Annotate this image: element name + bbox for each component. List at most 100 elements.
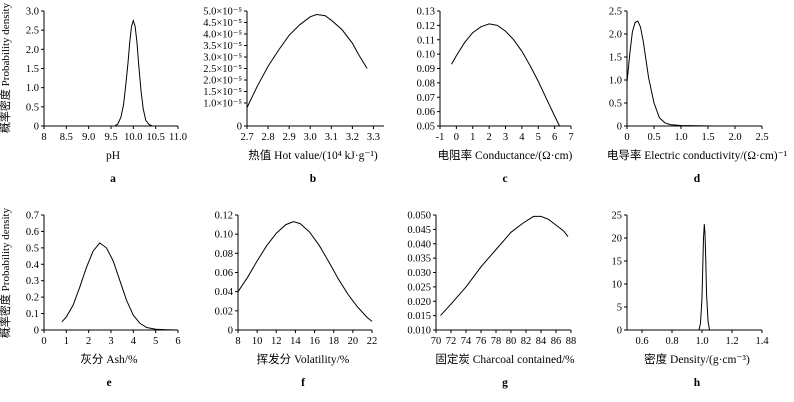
x-axis-label: 电导率 Electric conductivity/(Ω·cm)⁻¹ — [607, 148, 788, 162]
x-tick-label: 8 — [41, 132, 46, 143]
y-tick-label: 0.1 — [26, 309, 39, 320]
y-tick-label: 0 — [617, 122, 622, 133]
x-tick-label: 2.8 — [262, 132, 275, 143]
x-axis-label: pH — [106, 150, 120, 162]
y-tick-label: 0.010 — [407, 326, 431, 337]
x-tick-label: 5 — [153, 336, 158, 347]
y-tick-label: 4.5×10⁻⁵ — [203, 18, 242, 29]
x-tick-label: 1.4 — [755, 336, 769, 347]
chart-panel-b: 2.7 2.8 2.9 3.0 3.1 3.2 3.301.0×10⁻⁵1.5×10⁻⁵2.… — [203, 7, 384, 185]
y-tick-label: 0.13 — [417, 7, 435, 18]
y-tick-label: 25 — [612, 211, 623, 222]
y-tick-label: 15 — [612, 257, 623, 268]
x-tick-label: 3.2 — [346, 132, 359, 143]
x-tick-label: 2.5 — [755, 132, 768, 143]
y-axis-label-row-2: 概率密度 Probability density — [0, 207, 12, 338]
y-tick-label: 1.5×10⁻⁵ — [203, 87, 242, 98]
y-tick-label: 0.07 — [417, 93, 435, 104]
x-tick-label: 9.0 — [82, 132, 95, 143]
x-tick-label: 18 — [328, 336, 339, 347]
y-tick-label: 0 — [617, 326, 622, 337]
x-tick-label: 1.5 — [701, 132, 714, 143]
chart-panel-a: 8 8.5 9.0 9.5 10.0 10.5 11.0 0 0.5 1.0 1.5 2.0 2.5 3.… — [26, 7, 187, 186]
x-tick-label: 1.0 — [695, 336, 708, 347]
x-tick-label: 16 — [309, 336, 320, 347]
x-tick-label: 4 — [131, 336, 137, 347]
y-tick-label: 2.0 — [609, 30, 622, 41]
y-tick-label: 0.06 — [417, 107, 435, 118]
y-tick-label: 3.5×10⁻⁵ — [203, 41, 242, 52]
y-tick-label: 0.08 — [417, 78, 435, 89]
y-tick-label: 0.5 — [609, 99, 622, 110]
y-tick-label: 0.11 — [417, 35, 435, 46]
x-tick-label: 70 — [431, 336, 442, 347]
y-tick-label: 0.12 — [215, 211, 233, 222]
y-tick-label: 0.05 — [417, 122, 435, 133]
y-tick-label: 3.0×10⁻⁵ — [203, 53, 242, 64]
x-tick-label: 11.0 — [169, 132, 187, 143]
y-tick-label: 4.0×10⁻⁵ — [203, 30, 242, 41]
x-tick-label: 3.0 — [304, 132, 317, 143]
y-tick-label: 1.0×10⁻⁵ — [203, 99, 242, 110]
y-tick-label: 0.030 — [407, 268, 431, 279]
x-tick-label: 1.0 — [674, 132, 687, 143]
x-tick-label: 1 — [470, 132, 475, 143]
x-axis-label: 灰分 Ash/% — [80, 352, 138, 366]
y-tick-label: 5 — [617, 303, 622, 314]
chart-panel-d: 0 0.5 1.0 1.5 2.0 2.5 0 0.5 1.0 1.5 2.0 2.5 电导率 Elec… — [607, 7, 788, 186]
y-tick-label: 2.0 — [26, 45, 39, 56]
y-tick-label: 1.0 — [609, 76, 622, 87]
x-tick-label: 6 — [552, 132, 557, 143]
y-tick-label: 0.12 — [417, 21, 435, 32]
x-tick-label: 74 — [461, 336, 472, 347]
y-tick-label: 0.050 — [407, 211, 431, 222]
y-tick-label: 20 — [612, 234, 623, 245]
x-axis-label: 挥发分 Volatility/% — [257, 352, 350, 366]
y-tick-label: 0.040 — [407, 239, 431, 250]
density-curve-a — [114, 18, 153, 127]
y-tick-label: 1.0 — [26, 83, 39, 94]
x-axis-label: 电阻率 Conductance/(Ω·cm) — [438, 148, 573, 162]
y-tick-label: 0 — [34, 122, 39, 133]
y-tick-label: 5.0×10⁻⁵ — [203, 7, 242, 18]
y-tick-label: 2.5×10⁻⁵ — [203, 64, 242, 75]
density-curve-g — [440, 215, 569, 316]
x-axis-label: 固定炭 Charcoal contained/% — [435, 352, 575, 366]
y-tick-label: 0 — [228, 326, 233, 337]
x-tick-label: 0.8 — [665, 336, 678, 347]
x-tick-label: 3.3 — [367, 132, 380, 143]
y-tick-label: 10 — [612, 280, 623, 291]
y-tick-label: 2.5 — [609, 7, 622, 18]
density-curve-e — [61, 242, 179, 331]
x-tick-label: 3.1 — [325, 132, 338, 143]
x-tick-label: 8 — [235, 336, 240, 347]
y-tick-label: 0.04 — [215, 287, 234, 298]
x-tick-label: 5 — [536, 132, 541, 143]
x-tick-label: 86 — [551, 336, 562, 347]
x-tick-label: 80 — [506, 336, 517, 347]
density-curve-c — [451, 23, 560, 127]
density-curve-h — [698, 224, 710, 331]
x-tick-label: 0 — [454, 132, 459, 143]
x-tick-label: 20 — [348, 336, 359, 347]
x-tick-label: 3 — [108, 336, 113, 347]
x-tick-label: 9.5 — [104, 132, 117, 143]
y-tick-label: 0 — [34, 326, 39, 337]
y-tick-label: 0.015 — [407, 311, 431, 322]
y-tick-label: 0.09 — [417, 64, 435, 75]
x-axis-label: 密度 Density/(g·cm⁻³) — [644, 352, 750, 366]
y-tick-label: 0.020 — [407, 297, 431, 308]
x-tick-label: 0.5 — [647, 132, 660, 143]
y-tick-label: 0.4 — [26, 260, 40, 271]
x-tick-label: 2.0 — [728, 132, 741, 143]
y-tick-label: 0.08 — [215, 249, 233, 260]
y-tick-label: 0.7 — [26, 211, 39, 222]
x-tick-label: 8.5 — [60, 132, 73, 143]
y-tick-label: 0.5 — [26, 102, 39, 113]
y-tick-label: 0 — [237, 122, 242, 133]
x-tick-label: 0 — [41, 336, 46, 347]
x-tick-label: 22 — [367, 336, 378, 347]
panel-letter: c — [502, 173, 507, 185]
y-tick-label: 1.5 — [26, 64, 39, 75]
chart-panel-f: 8 10 12 14 16 18 20 22 0 0.02 0.04 0.06 0.08 0.10 0.12… — [215, 211, 378, 390]
